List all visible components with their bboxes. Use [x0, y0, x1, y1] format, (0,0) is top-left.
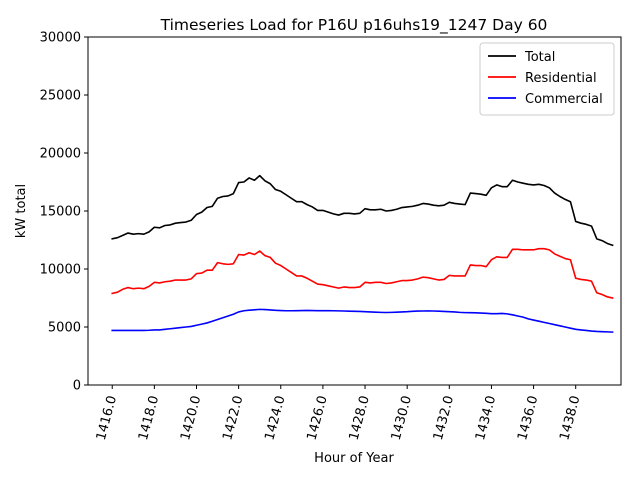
- series-line-commercial: [111, 308, 614, 333]
- y-tick-label: 25000: [40, 89, 81, 104]
- y-tick-label: 15000: [40, 205, 81, 220]
- legend: Total Residential Commercial: [479, 42, 615, 116]
- y-tick-label: 5000: [48, 321, 81, 336]
- y-axis-label: kW total: [14, 184, 29, 238]
- legend-box: [479, 42, 615, 116]
- legend-label-residential: Residential: [525, 71, 597, 86]
- y-tick-label: 20000: [40, 147, 81, 162]
- x-axis-label: Hour of Year: [314, 451, 394, 466]
- series-lines: [111, 174, 614, 333]
- y-tick-label: 30000: [40, 31, 81, 46]
- legend-label-total: Total: [524, 50, 555, 65]
- series-line-total: [111, 174, 614, 247]
- y-tick-label: 10000: [40, 263, 81, 278]
- series-line-residential: [111, 247, 614, 299]
- y-tick-label: 0: [73, 379, 81, 394]
- y-axis-ticks: 0 5000 10000 15000 20000 25000 30000: [40, 31, 88, 394]
- chart-title: Timeseries Load for P16U p16uhs19_1247 D…: [160, 16, 548, 35]
- legend-label-commercial: Commercial: [525, 92, 603, 107]
